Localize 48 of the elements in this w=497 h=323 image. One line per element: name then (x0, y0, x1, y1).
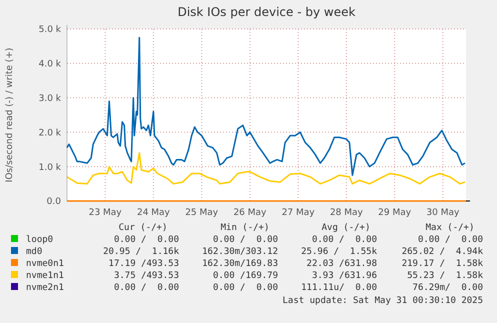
y-tick-label: 5.0 k (38, 25, 62, 36)
x-tick-label: 24 May (136, 208, 171, 218)
text: 0.00 / 0.00 (212, 235, 278, 245)
text: 3.75 /493.53 (114, 271, 179, 281)
y-tick-label: 2.0 k (38, 128, 62, 138)
text: 219.17 / 1.58k (402, 259, 484, 269)
text: 17.19 /493.53 (108, 259, 179, 269)
text: 0.00 / 0.00 (418, 235, 483, 245)
text: Max (-/+) (426, 223, 474, 233)
chart-title: Disk IOs per device - by week (178, 5, 356, 19)
x-tick-label: 23 May (88, 208, 122, 218)
text: 0.00 / 0.00 (312, 235, 377, 245)
text: 0.00 / 0.00 (114, 235, 179, 245)
x-tick-label: 28 May (330, 208, 364, 218)
y-tick-label: 3.0 k (38, 94, 62, 104)
x-tick-label: 26 May (233, 208, 268, 218)
text: 25.96 / 1.55k (301, 247, 378, 257)
text: Last update: Sat May 31 00:30:10 2025 (282, 296, 483, 306)
x-tick-label: 25 May (185, 208, 219, 218)
line-series (66, 152, 466, 185)
text: 0.00 / 0.00 (114, 283, 179, 293)
x-tick-label: 30 May (426, 208, 460, 218)
text: 55.23 / 1.58k (407, 271, 484, 281)
text: Min (-/+) (220, 223, 270, 233)
text: 111.11u/ 0.00 (301, 283, 377, 293)
legend-label: loop0 (26, 235, 54, 245)
x-tick-label: 29 May (378, 208, 412, 218)
legend-label: md0 (26, 247, 42, 257)
legend-label: nvme0n1 (26, 259, 64, 269)
x-tick-label: 27 May (282, 208, 316, 218)
text: 76.29m/ 0.00 (412, 283, 483, 293)
text: Cur (-/+) (118, 223, 168, 233)
text: 162.30m/303.12 (202, 247, 278, 257)
text: 22.03 /631.98 (306, 259, 377, 269)
y-tick-label: 0.0 (46, 197, 62, 208)
text: 0.00 /169.79 (212, 271, 278, 281)
text: 162.30m/169.83 (202, 259, 278, 269)
text: 20.95 / 1.16k (103, 247, 180, 257)
line-series (66, 36, 466, 176)
y-axis-title: IOs/second read (-) / write (+) (5, 48, 15, 182)
legend-label: nvme2n1 (26, 283, 64, 293)
text: 265.02 / 4.94k (402, 247, 484, 257)
text: 3.93 /631.96 (312, 271, 377, 281)
legend-label: nvme1n1 (26, 271, 64, 281)
text: Avg (-/+) (322, 223, 370, 233)
y-tick-label: 4.0 k (38, 60, 62, 70)
y-tick-label: 1.0 k (38, 162, 62, 173)
text: 0.00 / 0.00 (212, 283, 278, 293)
